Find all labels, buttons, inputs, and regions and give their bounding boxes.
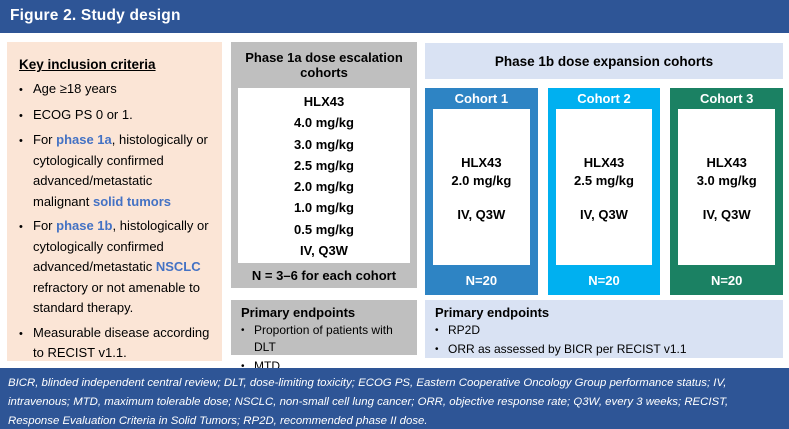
phase1a-header: Phase 1a dose escalation cohorts: [245, 50, 403, 80]
drug-name: HLX43: [583, 155, 625, 170]
endpoints-heading: Primary endpoints: [435, 305, 550, 320]
phase1a-dose-box: HLX43 4.0 mg/kg 3.0 mg/kg 2.5 mg/kg 2.0 …: [238, 88, 410, 263]
bullet-icon: •: [19, 327, 23, 340]
cohort-1-body: HLX43 2.0 mg/kg IV, Q3W: [433, 109, 530, 265]
dose-level: 1.0 mg/kg: [294, 200, 354, 216]
cohort-3-n: N=20: [710, 272, 743, 288]
phase1a-primary-endpoints: Primary endpoints • Proportion of patien…: [231, 300, 417, 373]
inclusion-bullet-text: Age ≥18 years: [33, 81, 117, 96]
dose-level: 2.5 mg/kg: [294, 157, 354, 173]
inclusion-criteria-panel: Key inclusion criteria • Age ≥18 years •…: [7, 42, 222, 361]
dose-route: IV, Q3W: [300, 243, 348, 259]
phase1a-cohort-size-note: N = 3–6 for each cohort: [251, 268, 397, 283]
drug-name: HLX43: [461, 155, 502, 170]
figure-title-bar: Figure 2. Study design: [0, 0, 789, 33]
phase1b-cohorts: Cohort 1 HLX43 2.0 mg/kg IV, Q3W N=20 Co…: [425, 88, 784, 295]
dose-level: 2.0 mg/kg: [294, 179, 354, 195]
inclusion-bullet-measurable-disease: • Measurable disease according to RECIST…: [19, 323, 212, 364]
bullet-icon: •: [19, 109, 23, 122]
bullet-icon: •: [435, 325, 439, 336]
dose-level: 4.0 mg/kg: [294, 115, 354, 131]
dose-route: IV, Q3W: [580, 207, 628, 222]
dose-route: IV, Q3W: [702, 207, 751, 222]
figure-title: Figure 2. Study design: [10, 7, 181, 24]
cohort-2-card: Cohort 2 HLX43 2.5 mg/kg IV, Q3W N=20: [547, 88, 661, 295]
endpoints-heading: Primary endpoints: [241, 305, 356, 320]
dose-level: 0.5 mg/kg: [294, 221, 354, 237]
cohort-3-body: HLX43 3.0 mg/kg IV, Q3W: [678, 109, 776, 265]
cohort-2-label: Cohort 2: [577, 91, 631, 106]
bullet-icon: •: [19, 84, 23, 96]
cohort-1-label: Cohort 1: [454, 91, 509, 106]
endpoints-list: • RP2D • ORR as assessed by BICR per REC…: [435, 322, 775, 358]
inclusion-bullet-phase1a: • For phase 1a, histologically or cytolo…: [19, 130, 212, 212]
dose-level: 3.0 mg/kg: [294, 136, 354, 152]
cohort-2-n: N=20: [588, 272, 620, 288]
inclusion-criteria-heading: Key inclusion criteria: [19, 57, 156, 72]
inclusion-bullet-text: For phase 1b, histologically or cytologi…: [33, 218, 209, 315]
bullet-icon: •: [241, 361, 245, 372]
phase1b-header: Phase 1b dose expansion cohorts: [425, 43, 783, 79]
endpoint-rp2d: • RP2D: [435, 323, 481, 337]
inclusion-bullet-text: ECOG PS 0 or 1.: [33, 106, 133, 122]
drug-name: HLX43: [706, 155, 747, 170]
bullet-icon: •: [19, 135, 23, 147]
inclusion-bullet-phase1b: • For phase 1b, histologically or cytolo…: [19, 216, 212, 319]
nsclc-accent: NSCLC: [155, 259, 201, 274]
bullet-icon: •: [435, 344, 439, 355]
dose-level: 2.0 mg/kg: [451, 173, 512, 188]
abbreviations-footnote-bar: BICR, blinded independent central review…: [0, 368, 789, 429]
bullet-icon: •: [19, 221, 23, 233]
cohort-2-body: HLX43 2.5 mg/kg IV, Q3W: [555, 109, 653, 265]
cohort-1-card: Cohort 1 HLX43 2.0 mg/kg IV, Q3W N=20: [425, 88, 538, 295]
solid-tumors-accent: solid tumors: [92, 193, 171, 209]
endpoint-orr: • ORR as assessed by BICR per RECIST v1.…: [435, 342, 687, 356]
cohort-3-card: Cohort 3 HLX43 3.0 mg/kg IV, Q3W N=20: [670, 88, 784, 295]
inclusion-criteria-list: • Age ≥18 years • ECOG PS 0 or 1. • For …: [19, 79, 212, 364]
cohort-3-label: Cohort 3: [699, 91, 754, 106]
drug-name: HLX43: [303, 94, 345, 109]
abbreviations-footnote: BICR, blinded independent central review…: [8, 377, 729, 427]
phase1b-primary-endpoints: Primary endpoints • RP2D • ORR as assess…: [425, 300, 783, 358]
bullet-icon: •: [241, 325, 245, 336]
phase1a-escalation-panel: Phase 1a dose escalation cohorts HLX43 4…: [231, 42, 417, 288]
cohort-1-n: N=20: [465, 272, 498, 288]
phase-1b-accent: phase 1b: [56, 218, 113, 233]
inclusion-bullet-text: For phase 1a, histologically or cytologi…: [33, 132, 208, 209]
inclusion-bullet-age: • Age ≥18 years: [19, 79, 212, 101]
endpoint-dlt: • Proportion of patients with DLT: [241, 323, 393, 354]
dose-level: 3.0 mg/kg: [696, 173, 757, 188]
phase-1a-accent: phase 1a: [56, 132, 112, 147]
inclusion-bullet-text: Measurable disease according to RECIST v…: [33, 324, 210, 361]
dose-route: IV, Q3W: [457, 207, 506, 222]
dose-level: 2.5 mg/kg: [574, 173, 634, 188]
inclusion-bullet-ecog: • ECOG PS 0 or 1.: [19, 105, 212, 127]
